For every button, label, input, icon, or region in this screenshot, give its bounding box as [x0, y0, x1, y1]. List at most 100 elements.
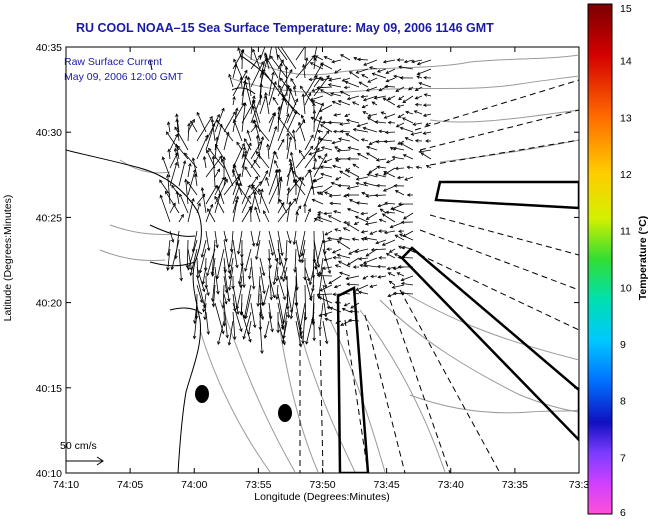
current-vector-head: [383, 172, 387, 176]
current-vector: [268, 81, 277, 106]
current-vector-head: [416, 61, 421, 66]
current-vector: [250, 95, 255, 115]
current-vector: [294, 248, 297, 273]
current-vector-head: [228, 73, 232, 78]
current-vector: [313, 76, 322, 88]
current-vector: [286, 88, 292, 115]
current-vector: [374, 95, 387, 99]
current-vector-head: [279, 62, 283, 67]
current-vector-head: [314, 74, 318, 79]
current-vector: [392, 156, 405, 160]
current-vector: [317, 275, 333, 277]
current-vector: [319, 104, 333, 112]
current-vector: [310, 95, 324, 101]
current-vector-head: [219, 123, 223, 128]
current-vector-head: [174, 126, 178, 131]
current-vector: [194, 174, 198, 187]
current-vector-head: [221, 107, 225, 112]
current-vector-head: [311, 198, 316, 202]
current-vector-head: [272, 112, 277, 116]
current-vector: [382, 239, 396, 246]
current-vector-head: [316, 147, 320, 152]
current-vector-head: [396, 104, 401, 108]
colorbar-tick-label: 9: [620, 339, 626, 351]
current-vector-head: [319, 62, 323, 67]
current-vector-head: [313, 217, 318, 222]
current-vector-head: [418, 82, 423, 86]
current-vector: [346, 170, 360, 178]
current-vector: [286, 293, 289, 318]
current-vector-head: [413, 110, 418, 114]
current-vector: [169, 162, 178, 187]
current-vector-head: [415, 165, 420, 170]
current-vector-field: [159, 47, 432, 355]
current-vector: [250, 95, 262, 124]
current-vector: [268, 302, 272, 319]
current-vector-head: [248, 142, 252, 147]
current-vector: [368, 113, 378, 117]
current-vector: [215, 144, 225, 160]
current-vector-head: [311, 166, 316, 171]
current-vector: [363, 257, 378, 264]
current-vector: [250, 230, 255, 247]
current-vector: [250, 207, 252, 223]
current-vector-head: [335, 177, 339, 181]
current-vector: [355, 216, 369, 223]
current-vector-head: [185, 264, 190, 269]
current-vector-head: [282, 335, 286, 340]
current-vector-head: [225, 334, 229, 339]
current-vector: [354, 221, 360, 225]
current-vector-head: [360, 230, 365, 234]
current-vector-head: [345, 133, 350, 137]
current-vector-head: [286, 314, 291, 319]
current-vector-head: [263, 335, 268, 339]
current-vector: [335, 158, 342, 162]
current-vector: [232, 239, 238, 268]
current-vector-head: [206, 149, 210, 154]
current-vector-head: [326, 130, 330, 134]
current-vector: [371, 248, 387, 251]
current-vector: [190, 248, 198, 276]
current-vector: [348, 147, 360, 151]
current-vector-head: [214, 184, 218, 189]
current-vector: [280, 77, 288, 88]
current-vector: [345, 81, 360, 88]
current-vector: [402, 95, 414, 103]
current-vector: [228, 74, 234, 88]
current-vector-head: [406, 193, 411, 197]
current-vector-head: [361, 191, 366, 196]
current-vector: [415, 95, 423, 100]
current-vector-head: [352, 128, 357, 132]
current-vector: [323, 158, 333, 163]
current-vector-head: [286, 86, 290, 90]
current-vector-head: [257, 54, 262, 59]
current-vector-head: [307, 92, 312, 97]
current-vector: [358, 291, 369, 295]
current-vector: [403, 230, 414, 237]
current-vector: [196, 135, 209, 160]
current-vector-head: [202, 155, 207, 160]
current-vector: [240, 302, 243, 316]
current-vector: [268, 266, 272, 300]
colorbar-tick-label: 11: [620, 226, 631, 238]
current-vector-head: [293, 179, 297, 184]
current-vector: [212, 257, 216, 277]
current-vector: [223, 230, 227, 242]
current-vector-head: [337, 183, 342, 188]
current-vector: [385, 131, 396, 133]
current-vector: [310, 62, 324, 70]
current-vector: [392, 208, 405, 214]
current-vector: [369, 67, 378, 70]
current-vector: [178, 160, 186, 187]
current-vector-head: [337, 260, 342, 265]
current-vector-head: [196, 111, 200, 116]
current-vector: [201, 187, 207, 214]
current-vector-head: [241, 102, 245, 107]
current-vector: [263, 284, 270, 306]
current-vector: [327, 237, 342, 241]
current-vector-head: [370, 274, 374, 279]
current-vector-head: [328, 194, 333, 198]
current-vector-head: [262, 290, 266, 295]
current-vector-head: [179, 277, 183, 282]
current-vector-head: [400, 277, 405, 282]
